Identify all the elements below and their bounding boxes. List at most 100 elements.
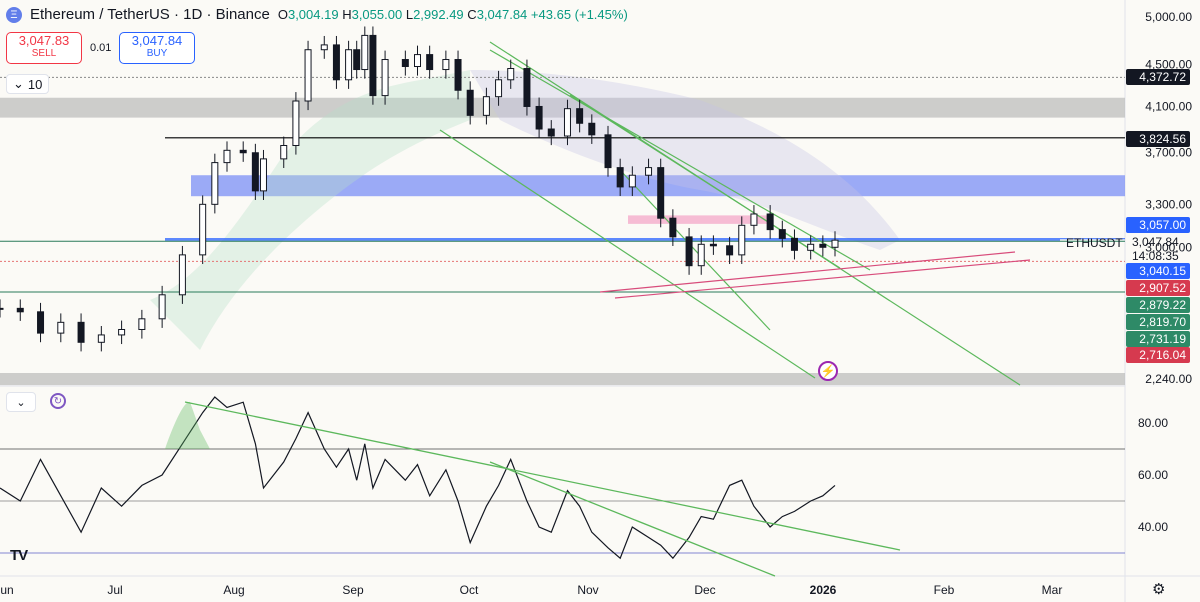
- x-tick-label: Oct: [460, 583, 479, 597]
- candle: [0, 307, 4, 310]
- last-price-label: 3,047.84 14:08:35: [1132, 235, 1179, 263]
- candle: [535, 105, 543, 130]
- symbol-line-label: ETHUSDT: [1066, 236, 1123, 250]
- x-tick-label: Nov: [577, 583, 598, 597]
- candle: [345, 49, 353, 81]
- candle: [401, 59, 409, 68]
- price-label-box: [1126, 347, 1190, 363]
- candle: [211, 162, 219, 205]
- y-tick-label: 4,100.00: [1145, 99, 1192, 113]
- candle: [320, 44, 328, 51]
- candle: [807, 243, 815, 251]
- candle: [426, 54, 434, 71]
- candle: [37, 311, 45, 334]
- price-label: 3,824.56: [1139, 132, 1186, 146]
- price-label-box: [1126, 331, 1190, 347]
- candle: [523, 68, 531, 107]
- candle: [332, 44, 340, 81]
- y-tick-label: 3,300.00: [1145, 197, 1192, 211]
- candle: [381, 59, 389, 97]
- trendline-2: [439, 129, 816, 379]
- candle: [280, 144, 288, 160]
- candle: [118, 328, 126, 336]
- candle: [369, 34, 377, 97]
- low-value: 2,992.49: [413, 7, 464, 22]
- rsi-line: [0, 396, 836, 560]
- candle: [778, 229, 786, 239]
- close-value: 3,047.84: [476, 7, 528, 22]
- candle: [223, 149, 231, 164]
- candle: [750, 213, 758, 226]
- candle: [259, 158, 267, 192]
- price-label: 3,057.00: [1139, 218, 1186, 232]
- candle: [628, 174, 636, 188]
- candle: [685, 236, 693, 267]
- high-value: 3,055.00: [351, 7, 403, 22]
- candle: [158, 294, 166, 320]
- candle: [482, 96, 490, 116]
- candle: [657, 167, 665, 219]
- price-label-box: [1126, 314, 1190, 330]
- price-label-box: [1126, 263, 1190, 279]
- ohlc-readout: O3,004.19 H3,055.00 L2,992.49 C3,047.84 …: [277, 7, 628, 22]
- candle: [16, 307, 24, 313]
- y-tick-label: 3,700.00: [1145, 146, 1192, 160]
- countdown-value: 14:08:35: [1132, 249, 1179, 263]
- candle: [77, 321, 85, 343]
- price-label-box: [1126, 280, 1190, 296]
- candle: [97, 334, 105, 343]
- candle: [414, 54, 421, 68]
- cloud-green: [150, 70, 470, 350]
- candle: [292, 100, 300, 146]
- price-label: 2,907.52: [1139, 281, 1186, 295]
- candle: [709, 243, 717, 247]
- buy-label: BUY: [146, 48, 168, 59]
- price-label: 2,879.22: [1139, 298, 1186, 312]
- x-tick-label: 2026: [810, 583, 837, 597]
- candle: [454, 59, 462, 91]
- lightning-icon[interactable]: ⚡: [818, 361, 838, 381]
- gear-icon[interactable]: ⚙: [1152, 581, 1166, 598]
- candle: [353, 49, 361, 71]
- x-tick-label: Jul: [107, 583, 122, 597]
- zone-gray-resistance-band: [0, 97, 1125, 118]
- buy-button[interactable]: 3,047.84 BUY: [119, 32, 195, 64]
- candle: [239, 149, 247, 154]
- sell-label: SELL: [31, 48, 57, 59]
- refresh-icon[interactable]: ↻: [50, 393, 66, 409]
- tradingview-logo[interactable]: TV: [10, 547, 28, 564]
- sell-button[interactable]: 3,047.83 SELL: [6, 32, 82, 64]
- chevron-down-icon: ⌄: [16, 396, 26, 409]
- chart-header: Ξ Ethereum / TetherUS · 1D · Binance O3,…: [6, 6, 628, 23]
- rsi-collapse-button[interactable]: ⌄: [6, 392, 36, 412]
- trendline-1: [489, 49, 871, 271]
- candle: [645, 167, 653, 176]
- price-label: 2,716.04: [1139, 348, 1186, 362]
- indicator-count: 10: [27, 76, 43, 92]
- candle: [576, 108, 584, 124]
- price-label: 2,731.19: [1139, 332, 1186, 346]
- candle: [697, 243, 705, 267]
- price-label-box: [1126, 217, 1190, 233]
- spread-value: 0.01: [90, 42, 112, 54]
- trendline-3: [619, 169, 771, 331]
- candle: [726, 245, 734, 256]
- indicators-collapse-button[interactable]: ⌄ 10: [6, 74, 50, 94]
- rsi-tick-label: 60.00: [1138, 468, 1168, 482]
- candle: [790, 237, 798, 251]
- symbol-title[interactable]: Ethereum / TetherUS · 1D · Binance: [30, 6, 270, 23]
- candle: [178, 254, 186, 296]
- x-tick-label: Mar: [1042, 583, 1063, 597]
- price-label-box: [1126, 297, 1190, 313]
- last-price-value: 3,047.84: [1132, 235, 1179, 249]
- x-tick-label: Sep: [342, 583, 364, 597]
- x-tick-label: Dec: [694, 583, 715, 597]
- candle: [57, 321, 65, 334]
- y-tick-label: 3,000.00: [1145, 240, 1192, 254]
- candle: [588, 122, 596, 136]
- candle: [495, 79, 503, 98]
- x-tick-label: Feb: [934, 583, 955, 597]
- chevron-down-icon: ⌄: [13, 76, 24, 91]
- rsi-trendline-0: [184, 401, 901, 551]
